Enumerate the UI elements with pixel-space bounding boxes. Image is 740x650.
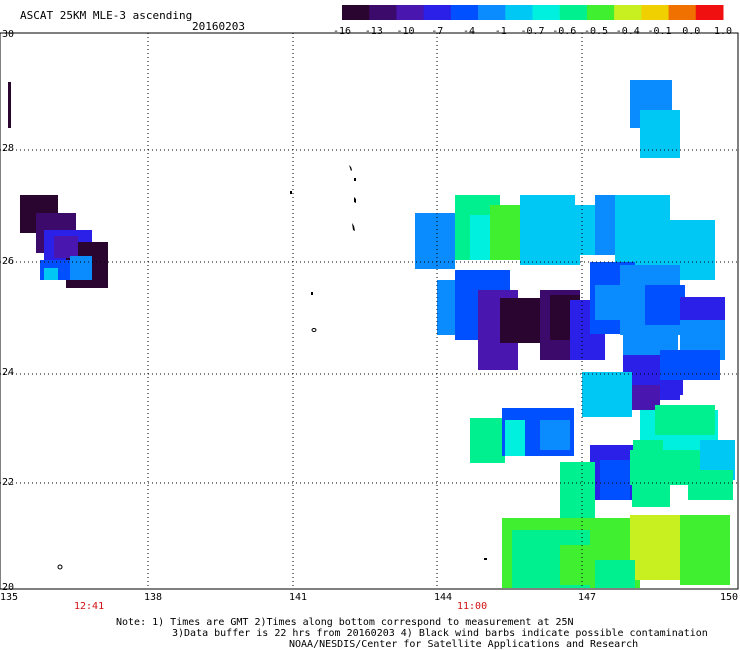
swath-cell: [582, 372, 632, 417]
swath-cell: [632, 485, 670, 507]
longitude-labels: 135 138 141 144 147 150: [0, 592, 738, 603]
colorbar-segment: [559, 5, 588, 20]
colorbar-label: -13: [365, 26, 383, 37]
swath-cell: [70, 256, 92, 280]
swath-cell: [490, 205, 520, 260]
lat-lon-grid: [0, 33, 738, 589]
islands: [57, 165, 487, 570]
note-line-1: Note: 1) Times are GMT 2)Times along bot…: [116, 617, 574, 628]
colorbar-segment: [532, 5, 561, 20]
colorbar-segment: [505, 5, 533, 20]
colorbar-segment: [396, 5, 425, 20]
lon-label-138: 138: [144, 592, 162, 603]
note-line-2: 3)Data buffer is 22 hrs from 20160203 4)…: [172, 628, 708, 639]
colorbar-segment: [342, 5, 370, 20]
colorbar-segment: [614, 5, 642, 20]
lon-label-144: 144: [434, 592, 452, 603]
colorbar-label: -0.5: [584, 26, 608, 37]
swath-cell: [595, 560, 635, 588]
colorbar-segment: [668, 5, 697, 20]
colorbar-segment: [695, 5, 724, 20]
colorbar-segment: [369, 5, 397, 20]
swath-cell: [520, 235, 580, 265]
swath-cell: [470, 418, 505, 463]
colorbar: [342, 5, 724, 20]
swath-cell: [600, 460, 630, 500]
colorbar-label: -0.1: [647, 26, 671, 37]
swath-cell: [615, 195, 670, 265]
note-line-3: NOAA/NESDIS/Center for Satellite Applica…: [289, 639, 639, 650]
time-label-right: 11:00: [457, 601, 487, 612]
swath-cell: [640, 110, 680, 158]
swath-cell: [560, 462, 595, 519]
colorbar-label: -16: [333, 26, 351, 37]
colorbar-label: -7: [431, 26, 443, 37]
latitude-labels: 30 28 26 24 22 20: [2, 29, 14, 593]
colorbar-label: -0.7: [520, 26, 544, 37]
lat-label-20: 20: [2, 582, 14, 593]
wind-data-swaths: [20, 80, 735, 588]
lon-label-141: 141: [289, 592, 307, 603]
swath-cell: [470, 215, 490, 260]
colorbar-label: -0.6: [552, 26, 576, 37]
colorbar-segment: [641, 5, 670, 20]
swath-cell: [595, 285, 625, 320]
swath-cell: [520, 570, 560, 588]
swath-cell: [54, 236, 78, 258]
swath-cell: [540, 420, 570, 450]
swath-cell: [505, 420, 525, 456]
swath-cell: [660, 350, 720, 380]
map-frame: [0, 32, 739, 590]
swath-cell: [655, 405, 715, 435]
colorbar-segment: [586, 5, 615, 20]
lat-label-24: 24: [2, 367, 14, 378]
lon-label-147: 147: [578, 592, 596, 603]
swath-cell: [640, 525, 680, 580]
swath-cell: [680, 515, 730, 585]
swath-cell: [688, 470, 733, 500]
colorbar-label: -1: [495, 26, 507, 37]
colorbar-labels: -16 -13 -10 -7 -4 -1 -0.7 -0.6 -0.5 -0.4 -0.1 0.0 1.…: [333, 26, 732, 37]
lat-label-28: 28: [2, 143, 14, 154]
colorbar-label: 1.0: [714, 26, 732, 37]
lon-label-150: 150: [720, 592, 738, 603]
swath-cell: [415, 213, 455, 269]
time-label-left: 12:41: [74, 601, 104, 612]
map-title: ASCAT 25KM MLE-3 ascending: [20, 9, 192, 22]
colorbar-label: 0.0: [682, 26, 700, 37]
colorbar-segment: [450, 5, 479, 20]
colorbar-segment: [478, 5, 506, 20]
lat-label-30: 30: [2, 29, 14, 40]
swath-cell: [44, 268, 58, 280]
colorbar-label: -4: [463, 26, 475, 37]
lon-label-135: 135: [0, 592, 18, 603]
wind-barb-marker: [8, 82, 11, 128]
colorbar-label: -10: [396, 26, 414, 37]
lat-label-22: 22: [2, 477, 14, 488]
colorbar-segment: [423, 5, 452, 20]
swath-cell: [645, 285, 685, 325]
lat-label-26: 26: [2, 256, 14, 267]
colorbar-label: -0.4: [616, 26, 640, 37]
map-date: 20160203: [192, 20, 245, 33]
